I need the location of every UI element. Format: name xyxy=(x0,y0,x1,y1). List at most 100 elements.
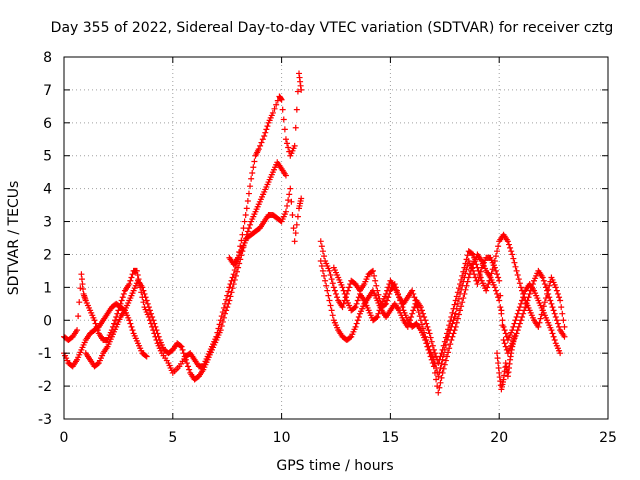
data-point-marker xyxy=(502,343,509,350)
data-point-marker xyxy=(487,274,494,281)
y-tick-label: 2 xyxy=(43,247,52,263)
data-point-marker xyxy=(139,284,146,291)
data-point-marker xyxy=(142,294,149,301)
data-point-marker xyxy=(494,290,501,297)
data-point-marker xyxy=(111,320,118,327)
data-point-marker xyxy=(261,132,268,139)
data-point-marker xyxy=(435,360,442,367)
data-point-marker xyxy=(74,327,81,334)
data-point-marker xyxy=(421,313,428,320)
data-point-marker xyxy=(294,88,301,95)
data-point-marker xyxy=(384,287,391,294)
data-point-marker xyxy=(143,297,150,304)
data-point-marker xyxy=(558,304,565,311)
data-point-marker xyxy=(292,230,299,237)
data-point-marker xyxy=(514,327,521,334)
data-point-marker xyxy=(469,250,475,257)
data-point-marker xyxy=(458,286,465,293)
data-point-marker xyxy=(525,294,532,301)
data-point-marker xyxy=(318,262,325,269)
data-point-marker xyxy=(282,136,289,143)
data-point-marker xyxy=(224,304,231,311)
data-point-marker xyxy=(505,241,512,248)
data-point-marker xyxy=(224,292,231,299)
data-point-marker xyxy=(459,282,466,289)
data-point-marker xyxy=(425,327,432,334)
data-point-marker xyxy=(244,228,251,235)
data-point-marker xyxy=(450,317,457,324)
data-point-marker xyxy=(284,140,291,147)
data-point-marker xyxy=(120,290,127,297)
data-point-marker xyxy=(449,320,456,327)
data-point-marker xyxy=(494,248,501,255)
data-point-marker xyxy=(435,373,442,380)
data-point-marker xyxy=(498,307,505,314)
data-point-marker xyxy=(282,208,289,215)
data-point-marker xyxy=(346,284,353,291)
data-point-marker xyxy=(339,304,346,311)
data-point-marker xyxy=(516,280,523,287)
y-tick-label: 8 xyxy=(43,50,52,66)
data-point-marker xyxy=(257,142,264,149)
data-point-marker xyxy=(437,364,444,371)
data-point-marker xyxy=(281,126,288,133)
data-point-marker xyxy=(491,264,498,271)
data-point-marker xyxy=(244,197,251,204)
data-point-marker xyxy=(247,183,254,190)
data-point-marker xyxy=(347,334,354,341)
data-point-marker xyxy=(447,327,454,334)
data-point-marker xyxy=(226,284,233,291)
data-point-marker xyxy=(449,309,456,316)
x-tick-label: 25 xyxy=(599,430,617,446)
data-point-marker xyxy=(436,384,443,391)
data-point-marker xyxy=(340,300,347,307)
data-point-marker xyxy=(420,325,427,332)
data-point-marker xyxy=(149,313,156,320)
y-tick-label: 6 xyxy=(43,116,52,132)
data-point-marker xyxy=(264,123,271,130)
data-point-marker xyxy=(502,330,509,337)
data-point-marker xyxy=(430,356,437,363)
data-point-marker xyxy=(383,290,390,297)
data-point-marker xyxy=(537,315,544,322)
data-point-marker xyxy=(351,304,358,311)
data-point-marker xyxy=(526,290,533,297)
data-point-marker xyxy=(218,323,225,330)
data-point-marker xyxy=(140,287,147,294)
data-point-marker xyxy=(148,310,155,317)
data-point-marker xyxy=(152,323,159,330)
data-point-marker xyxy=(546,294,553,301)
data-point-marker xyxy=(472,274,479,281)
data-point-marker xyxy=(240,225,247,232)
data-point-marker xyxy=(548,327,555,334)
data-point-marker xyxy=(262,129,269,136)
data-point-marker xyxy=(410,290,417,297)
data-point-marker xyxy=(454,300,461,307)
data-point-marker xyxy=(443,337,450,344)
data-point-marker xyxy=(342,294,349,301)
y-tick-label: -1 xyxy=(38,346,52,362)
data-point-marker xyxy=(519,287,526,294)
data-point-marker xyxy=(410,307,417,314)
data-point-marker xyxy=(445,349,452,356)
data-point-marker xyxy=(511,333,518,340)
data-point-marker xyxy=(437,379,444,386)
data-point-marker xyxy=(494,271,501,278)
data-point-marker xyxy=(415,309,422,316)
data-point-marker xyxy=(536,319,543,326)
data-point-marker xyxy=(288,198,295,205)
data-point-marker xyxy=(441,346,448,353)
data-point-marker xyxy=(146,307,153,314)
data-point-marker xyxy=(514,272,521,279)
data-point-marker xyxy=(321,253,328,260)
chart-title: Day 355 of 2022, Sidereal Day-to-day VTE… xyxy=(51,20,614,36)
data-point-marker xyxy=(409,310,416,317)
data-point-marker xyxy=(185,363,192,370)
data-point-marker xyxy=(381,301,388,308)
data-point-marker xyxy=(129,271,136,278)
data-point-marker xyxy=(227,293,234,300)
data-point-marker xyxy=(455,311,462,318)
data-point-marker xyxy=(235,264,242,271)
data-point-marker xyxy=(217,327,224,334)
